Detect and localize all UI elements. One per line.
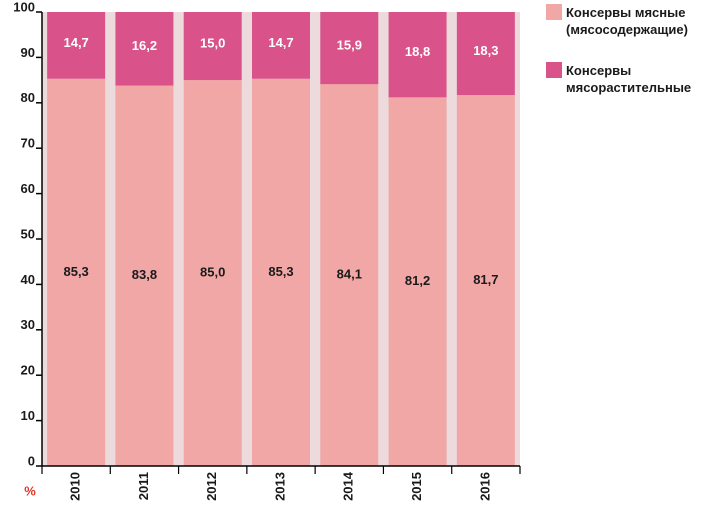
x-tick-label: 2012 — [204, 472, 219, 501]
y-tick-label: 0 — [28, 453, 35, 468]
bar-segment — [183, 12, 242, 81]
y-tick-label: 80 — [21, 90, 35, 105]
x-tick-label: 2010 — [68, 472, 83, 501]
bar-segment — [183, 80, 242, 466]
bar-segment — [388, 12, 447, 98]
data-label: 18,8 — [405, 44, 430, 59]
y-tick-label: 50 — [21, 226, 35, 241]
data-label: 14,7 — [63, 35, 88, 50]
bar-segment — [47, 12, 106, 79]
bar-segment — [252, 78, 310, 466]
legend-label: Консервы мясные (мясосодержащие) — [566, 5, 688, 37]
bar-segment — [115, 12, 174, 86]
y-tick-label: 100 — [13, 0, 35, 14]
bar-segment — [388, 97, 447, 467]
x-tick-label: 2013 — [272, 472, 287, 501]
bar-segment — [252, 12, 310, 79]
x-tick-label: 2015 — [409, 472, 424, 501]
bar-segment — [456, 12, 515, 96]
data-label: 83,8 — [132, 267, 157, 282]
bar-segment — [320, 12, 379, 85]
data-label: 85,3 — [268, 264, 293, 279]
x-tick-label: 2014 — [341, 471, 356, 501]
data-label: 16,2 — [132, 38, 157, 53]
legend-swatch — [546, 62, 562, 78]
data-label: 84,1 — [337, 267, 362, 282]
y-axis-unit: % — [24, 483, 36, 498]
bar-segment — [47, 78, 106, 466]
bar-segment — [456, 95, 515, 466]
data-label: 81,7 — [473, 272, 498, 287]
data-label: 15,9 — [337, 38, 362, 53]
x-tick-label: 2016 — [477, 472, 492, 501]
bar-segment — [115, 85, 174, 466]
data-label: 18,3 — [473, 43, 498, 58]
bar-segment — [320, 84, 379, 466]
y-tick-label: 20 — [21, 363, 35, 378]
data-label: 15,0 — [200, 35, 225, 50]
data-label: 85,0 — [200, 264, 225, 279]
y-tick-label: 40 — [21, 272, 35, 287]
data-label: 85,3 — [63, 264, 88, 279]
legend-swatch — [546, 4, 562, 20]
y-tick-label: 60 — [21, 181, 35, 196]
x-tick-label: 2011 — [136, 472, 151, 500]
data-label: 81,2 — [405, 273, 430, 288]
y-tick-label: 70 — [21, 136, 35, 151]
y-tick-label: 10 — [21, 408, 35, 423]
y-tick-label: 90 — [21, 45, 35, 60]
y-tick-label: 30 — [21, 317, 35, 332]
data-label: 14,7 — [268, 35, 293, 50]
legend-label: Консервы мясорастительные — [566, 63, 692, 95]
